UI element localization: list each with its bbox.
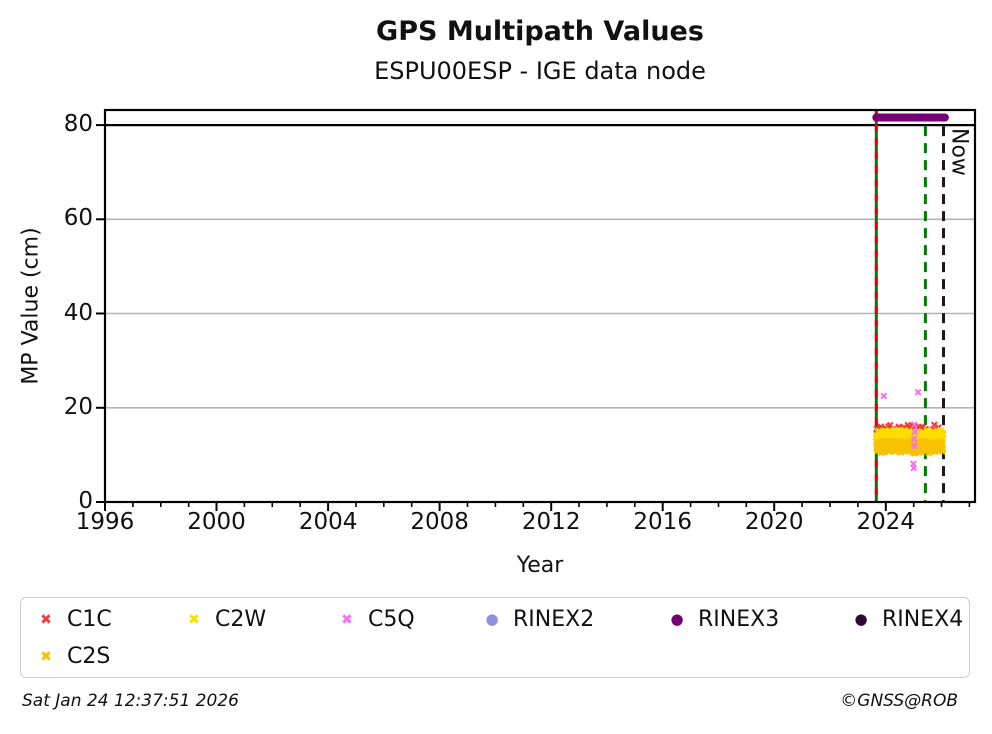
legend-item-rinex2: ● RINEX2 bbox=[484, 607, 594, 632]
x-tick-label-2004: 2004 bbox=[298, 509, 358, 535]
legend-item-c2w: ✖ C2W bbox=[186, 607, 266, 632]
legend-item-c2s: ✖ C2S bbox=[38, 644, 110, 669]
legend-label: C2W bbox=[215, 607, 267, 632]
legend-item-rinex3: ● RINEX3 bbox=[669, 607, 779, 632]
chart-title: GPS Multipath Values bbox=[376, 16, 704, 47]
plot-frame bbox=[103, 108, 977, 504]
timestamp-text: Sat Jan 24 12:37:51 2026 bbox=[22, 691, 239, 711]
rinex4-marker-icon: ● bbox=[854, 610, 868, 628]
legend-item-rinex4: ● RINEX4 bbox=[853, 607, 963, 632]
legend-label: RINEX2 bbox=[513, 607, 595, 632]
legend-label: RINEX4 bbox=[882, 607, 964, 632]
x-tick-label-2024: 2024 bbox=[856, 509, 916, 535]
x-tick-label-2008: 2008 bbox=[410, 509, 469, 535]
y-tick-label-0: 0 bbox=[78, 488, 93, 514]
y-tick-label-60: 60 bbox=[63, 205, 93, 232]
series-C2S bbox=[872, 436, 947, 457]
x-axis-label: Year bbox=[516, 553, 564, 578]
c2w-marker-icon: ✖ bbox=[188, 611, 200, 628]
now-line-label: Now bbox=[946, 128, 972, 176]
x-tick-label-2020: 2020 bbox=[744, 509, 804, 535]
x-tick-label-2000: 2000 bbox=[187, 509, 246, 535]
legend-item-c5q: ✖ C5Q bbox=[339, 607, 415, 632]
c2s-marker-icon: ✖ bbox=[40, 648, 52, 665]
y-tick-label-40: 40 bbox=[63, 299, 93, 326]
legend-label: RINEX3 bbox=[698, 607, 780, 632]
chart-subtitle: ESPU00ESP - IGE data node bbox=[374, 57, 706, 85]
x-tick-label-2016: 2016 bbox=[633, 509, 692, 535]
rinex3-marker-icon: ● bbox=[670, 610, 684, 628]
c1c-marker-icon: ✖ bbox=[40, 611, 52, 628]
y-tick-label-80: 80 bbox=[63, 111, 93, 138]
y-tick-label-20: 20 bbox=[63, 393, 93, 420]
credit-text: ©GNSS@ROB bbox=[840, 691, 958, 711]
legend-item-c1c: ✖ C1C bbox=[38, 607, 112, 632]
legend-label: C2S bbox=[67, 644, 111, 669]
rinex2-marker-icon: ● bbox=[485, 610, 499, 628]
x-tick-label-1996: 1996 bbox=[75, 509, 135, 535]
legend-label: C1C bbox=[67, 607, 112, 632]
x-tick-label-2012: 2012 bbox=[521, 509, 581, 535]
legend-label: C5Q bbox=[368, 607, 415, 632]
c5q-marker-icon: ✖ bbox=[341, 611, 353, 628]
legend-box: ✖ C1C ✖ C2W ✖ C5Q ● RINEX2 ● RINEX3 ● RINEX4 ✖ C2S bbox=[20, 597, 970, 678]
